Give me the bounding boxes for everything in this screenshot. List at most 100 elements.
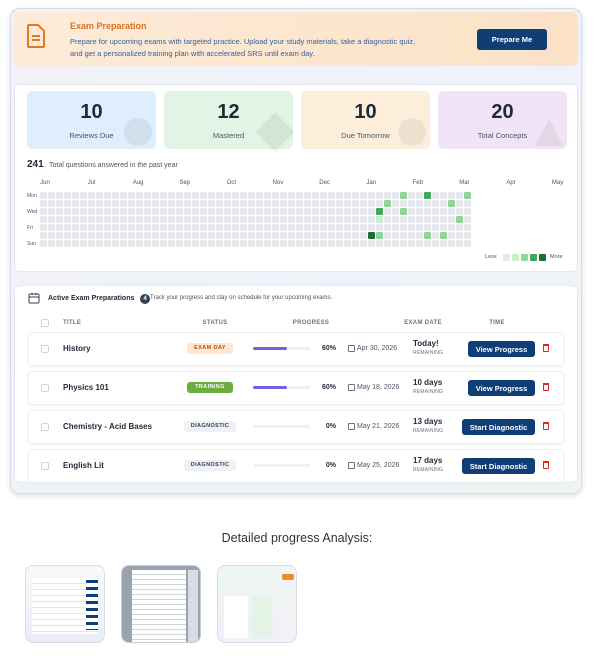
activity-cell: [160, 208, 167, 215]
checkbox[interactable]: [41, 462, 49, 470]
activity-cell: [240, 208, 247, 215]
activity-cell: [224, 216, 231, 223]
legend-swatch: [512, 254, 519, 261]
activity-cell: [336, 200, 343, 207]
time-left: 17 days: [413, 456, 443, 465]
activity-cell: [88, 208, 95, 215]
activity-cell: [336, 192, 343, 199]
exam-title: English Lit: [63, 461, 104, 470]
action-button[interactable]: Start Diagnostic: [462, 458, 535, 474]
activity-cell: [312, 200, 319, 207]
activity-cell: [160, 224, 167, 231]
stat-card: [27, 91, 156, 149]
activity-cell: [416, 240, 423, 247]
day-label: Mon: [27, 193, 37, 199]
activity-cell: [456, 200, 463, 207]
activity-cell: [88, 200, 95, 207]
activity-cell: [200, 240, 207, 247]
activity-cell: [128, 224, 135, 231]
activity-cell: [312, 216, 319, 223]
activity-cell: [80, 208, 87, 215]
activity-cell: [112, 240, 119, 247]
activity-cell: [48, 232, 55, 239]
activity-cell: [256, 232, 263, 239]
activity-cell: [416, 192, 423, 199]
activity-cell: [80, 232, 87, 239]
activity-cell: [272, 192, 279, 199]
exam-title: History: [63, 344, 91, 353]
activity-cell: [88, 232, 95, 239]
activity-cell: [104, 224, 111, 231]
activity-cell: [152, 232, 159, 239]
activity-cell: [232, 208, 239, 215]
prepare-button[interactable]: Prepare Me: [477, 29, 547, 50]
stat-label: Mastered: [212, 131, 245, 140]
month-label: Nov: [272, 180, 284, 186]
activity-cell: [88, 240, 95, 247]
activity-cell: [304, 200, 311, 207]
activity-cell: [224, 208, 231, 215]
action-button[interactable]: View Progress: [468, 341, 535, 357]
month-label: Mar: [459, 180, 470, 186]
activity-cell: [272, 232, 279, 239]
activity-cell: [360, 240, 367, 247]
thumb-content: [282, 574, 294, 580]
activity-cell: [64, 216, 71, 223]
activity-cell: [128, 240, 135, 247]
activity-cell: [96, 216, 103, 223]
activity-cell: [336, 216, 343, 223]
action-button[interactable]: Start Diagnostic: [462, 419, 535, 435]
status-pill: DIAGNOSTIC: [184, 421, 236, 432]
date-icon: [348, 462, 355, 469]
thumbnail[interactable]: [25, 565, 105, 643]
activity-cell: [184, 192, 191, 199]
activity-cell: [440, 200, 447, 207]
activity-cell: [128, 200, 135, 207]
activity-cell: [408, 192, 415, 199]
activity-cell: [48, 208, 55, 215]
activity-cell: [272, 224, 279, 231]
activity-cell: [192, 208, 199, 215]
exam-title: Physics 101: [63, 383, 109, 392]
activity-cell: [152, 216, 159, 223]
activity-cell: [144, 208, 151, 215]
activity-cell: [448, 240, 455, 247]
activity-cell: [168, 232, 175, 239]
checkbox[interactable]: [41, 384, 49, 392]
activity-cell: [232, 200, 239, 207]
activity-cell: [112, 192, 119, 199]
checkbox[interactable]: [41, 345, 49, 353]
activity-cell: [40, 232, 47, 239]
delete-icon[interactable]: [543, 461, 549, 469]
activity-cell: [352, 232, 359, 239]
time-note: REMAINING: [413, 350, 444, 356]
day-label: Sun: [27, 241, 36, 247]
activity-cell: [216, 232, 223, 239]
delete-icon[interactable]: [543, 344, 549, 352]
activity-cell: [280, 232, 287, 239]
checkbox[interactable]: [41, 319, 49, 327]
thumbnail[interactable]: [121, 565, 201, 643]
activity-cell: [320, 216, 327, 223]
stat-label: Reviews Due: [69, 131, 114, 140]
activity-cell: [352, 200, 359, 207]
activity-cell: [248, 200, 255, 207]
thumbnail[interactable]: [217, 565, 297, 643]
activity-cell: [128, 216, 135, 223]
action-button[interactable]: View Progress: [468, 380, 535, 396]
checkbox[interactable]: [41, 423, 49, 431]
activity-cell: [80, 216, 87, 223]
activity-cell: [464, 240, 471, 247]
progress-track: [253, 464, 310, 467]
delete-icon[interactable]: [543, 422, 549, 430]
delete-icon[interactable]: [543, 383, 549, 391]
activity-cell: [96, 232, 103, 239]
activity-cell: [200, 232, 207, 239]
activity-cell: [272, 216, 279, 223]
activity-cell: [200, 216, 207, 223]
activity-cell: [104, 232, 111, 239]
activity-cell: [304, 192, 311, 199]
activity-cell: [184, 200, 191, 207]
activity-cell: [464, 192, 471, 199]
activity-cell: [120, 216, 127, 223]
